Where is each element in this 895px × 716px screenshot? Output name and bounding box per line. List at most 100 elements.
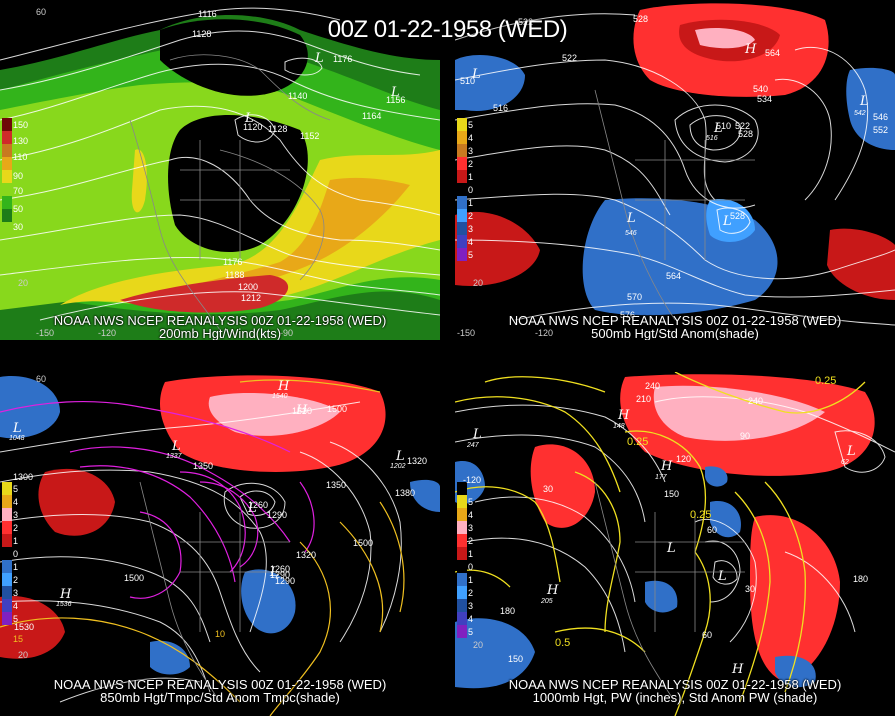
legend-label: 4 [13, 601, 19, 611]
low-center: L [247, 501, 257, 516]
low-center: L [12, 421, 22, 436]
jet-red [120, 275, 289, 313]
contour-label: 90 [740, 431, 750, 441]
low-center: L [717, 569, 727, 584]
contour-label: 528 [738, 129, 753, 139]
anom-positive-max [208, 392, 340, 436]
contour-label: 30 [543, 484, 553, 494]
lat-lon-ticks: -150 -120 20 [457, 278, 553, 338]
contour-label: 1290 [267, 510, 287, 520]
center-value: 148 [613, 423, 625, 430]
coastlines [594, 89, 755, 321]
legend-label: 110 [13, 152, 28, 162]
lat-lon-ticks: 60 -150 -120 -90 20 [18, 7, 293, 338]
contour-labels: 522 528 522 510 516 540 534 564 546 552 … [460, 14, 888, 320]
isotherm-label: 10 [215, 629, 225, 639]
contour-label: 150 [664, 489, 679, 499]
high-center: H [744, 42, 757, 57]
height-contours [455, 396, 895, 653]
low-center: L [859, 94, 869, 109]
low-center: L [244, 111, 254, 126]
isotherms-warm [0, 379, 405, 716]
isotherm-label: 15 [13, 634, 23, 644]
contour-label: 528 [730, 211, 745, 221]
anom-negative [455, 55, 525, 111]
panel-500mb: 522 528 522 510 516 540 534 564 546 552 … [455, 0, 895, 340]
contour-label: 1290 [270, 570, 290, 580]
contour-label: 570 [627, 292, 642, 302]
panel-850mb: 1500 1530 1350 1320 1380 1290 1260 1290 … [0, 372, 440, 716]
tick-label: 20 [473, 640, 483, 650]
legend-label: 130 [13, 136, 29, 146]
contour-label: 1290 [275, 576, 295, 586]
center-value: 542 [854, 110, 866, 117]
center-value: 62 [841, 459, 849, 466]
legend-label: 3 [13, 510, 19, 520]
contour-label: 546 [873, 112, 888, 122]
contour-label: 576 [620, 310, 635, 320]
contour-label: 150 [508, 654, 523, 664]
contour-label: 522 [562, 53, 577, 63]
tick-label: -120 [535, 328, 553, 338]
low-center: L [471, 67, 481, 82]
legend-label: 4 [468, 614, 474, 624]
legend-label: 1 [13, 536, 19, 546]
anom-positive [455, 211, 540, 286]
pressure-centers: H L L H L L H L 1540 1337 1048 1536 1202 [9, 379, 406, 608]
contour-label: 510 [716, 121, 731, 131]
contour-label: 1212 [241, 293, 261, 303]
pw-label: 0.25 [815, 375, 836, 387]
legend-label: 150 [13, 120, 29, 130]
legend-label: 5 [468, 627, 474, 637]
contour-label: 210 [636, 394, 651, 404]
low-center: L [472, 427, 482, 442]
high-center: H [617, 408, 630, 423]
low-center: L [171, 439, 181, 454]
legend-label: 0 [468, 562, 474, 572]
tick-label: 20 [18, 650, 28, 660]
pw-contours [455, 372, 866, 716]
lat-lon-ticks: 60 20 [18, 374, 46, 660]
contour-label: 564 [765, 48, 780, 58]
height-contours [0, 401, 402, 703]
pw-label: 0.5 [555, 637, 570, 649]
contour-label: 240 [748, 396, 763, 406]
anom-positive [750, 515, 840, 682]
tick-label: -150 [457, 328, 475, 338]
contour-label: 1320 [407, 456, 427, 466]
isotherm-labels: 15 10 [13, 629, 225, 644]
contour-labels: 1500 1530 1350 1320 1380 1290 1260 1290 … [13, 404, 427, 632]
contour-label: 60 [707, 525, 717, 535]
legend-label: 0 [13, 549, 19, 559]
legend-850mb [2, 482, 12, 625]
contour-label: 540 [753, 84, 768, 94]
contour-labels: 240 210 240 90 120 150 60 30 180 150 60 … [500, 381, 868, 664]
contour-label: 120 [676, 454, 691, 464]
anom-negative [645, 580, 678, 613]
contour-label: 1156 [386, 95, 405, 105]
high-center: H [295, 403, 308, 418]
legend-label: 2 [468, 159, 474, 169]
contour-label: 240 [645, 381, 660, 391]
contour-label: 180 [853, 574, 868, 584]
low-center: L [713, 121, 723, 136]
legend-label: 50 [13, 204, 24, 214]
legend-label: 90 [13, 171, 24, 181]
legend-label: 1 [468, 198, 474, 208]
pw-labels: 0.25 0.25 0.5 0.25 [555, 375, 836, 649]
center-value: 247 [466, 442, 480, 449]
anom-negative [455, 618, 535, 689]
contour-label: 534 [757, 94, 772, 104]
legend-label: 5 [13, 484, 19, 494]
center-value: 1536 [56, 601, 72, 608]
pressure-centers: L L L [244, 51, 400, 126]
legend-label: 2 [468, 588, 474, 598]
legend-label: 4 [468, 510, 474, 520]
contour-label: 1140 [288, 91, 307, 101]
low-center: L [390, 85, 400, 100]
contour-label: 1260 [248, 500, 268, 510]
ridge-region [160, 19, 308, 96]
legend-label: 1 [468, 549, 474, 559]
legend-label: 4 [13, 497, 19, 507]
legend-label: 30 [13, 222, 24, 232]
